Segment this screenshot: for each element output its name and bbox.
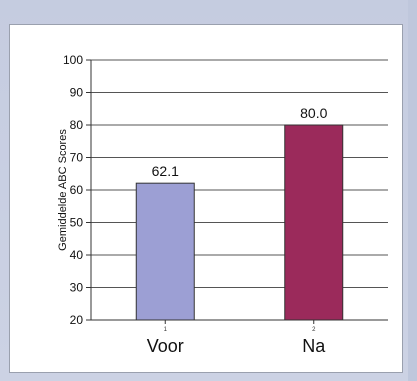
y-tick-label: 90 — [70, 86, 84, 100]
bar — [135, 182, 195, 321]
frame-edge — [408, 0, 417, 381]
y-tick-label: 50 — [70, 216, 84, 230]
y-tick-label: 20 — [70, 313, 84, 327]
y-axis-label: Gemiddelde ABC Scores — [57, 129, 69, 251]
bar — [284, 124, 344, 321]
x-category-label: Na — [302, 336, 326, 356]
y-tick-label: 30 — [70, 281, 84, 295]
data-label: 62.1 — [152, 163, 179, 179]
x-tick-index: 2 — [312, 327, 316, 333]
data-label: 80.0 — [300, 105, 327, 121]
y-tick-label: 40 — [70, 248, 84, 262]
y-tick-label: 60 — [70, 183, 84, 197]
x-tick-index: 1 — [164, 327, 168, 333]
y-tick-label: 100 — [63, 53, 83, 67]
x-category-label: Voor — [147, 336, 184, 356]
y-tick-label: 70 — [70, 151, 84, 165]
y-tick-label: 80 — [70, 118, 84, 132]
